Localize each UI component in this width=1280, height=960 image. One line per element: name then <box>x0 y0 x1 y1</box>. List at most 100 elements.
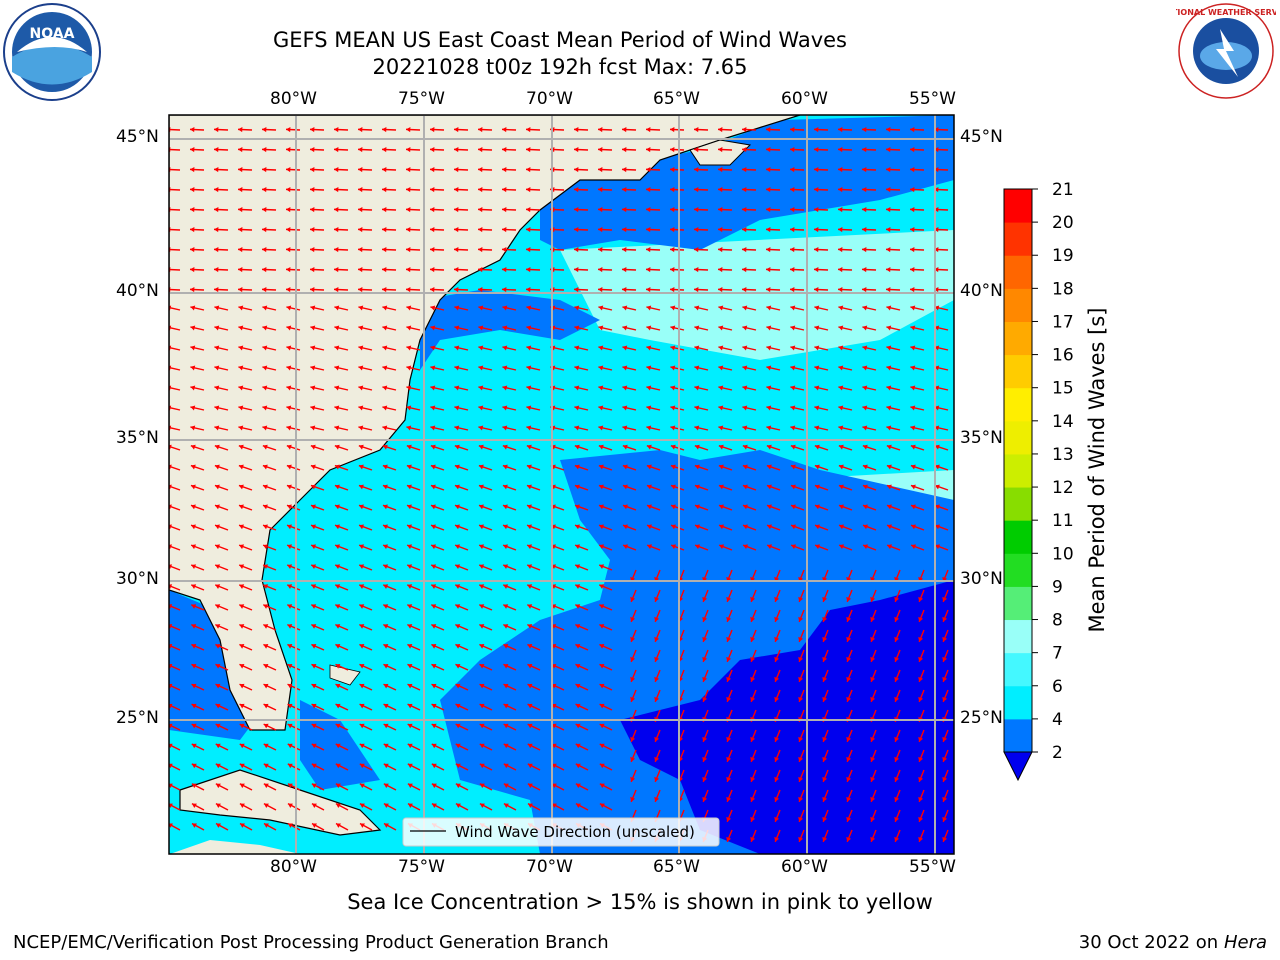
wave-direction-arrowhead <box>694 247 699 253</box>
lon-label-bottom: 80°W <box>270 857 317 877</box>
wave-direction-arrowhead <box>886 345 892 351</box>
wave-direction-arrowhead <box>798 636 804 642</box>
wave-direction-arrowhead <box>287 564 293 570</box>
colorbar: 2 4 6 7 8 9 10 11 12 13 14 15 16 17 18 19 20 21 <box>1003 180 1074 782</box>
wave-direction-arrowhead <box>286 484 292 490</box>
wave-direction-arrowhead <box>503 604 509 609</box>
colorbar-tick-label: 2 <box>1052 743 1063 763</box>
wave-direction-arrowhead <box>169 783 173 789</box>
wave-direction-arrowhead <box>263 564 269 570</box>
wave-direction-arrowhead <box>214 167 219 173</box>
wave-direction-arrowhead <box>814 287 819 293</box>
wave-direction-arrowhead <box>886 267 891 273</box>
wave-direction-arrowhead <box>335 783 341 789</box>
wave-direction-arrowhead <box>502 267 507 273</box>
wave-direction-arrowhead <box>335 584 341 589</box>
wave-direction-arrowhead <box>574 127 579 133</box>
colorbar-tick-label: 8 <box>1052 611 1063 631</box>
wave-direction-arrowhead <box>790 305 796 311</box>
wave-direction-arrowhead <box>263 723 269 729</box>
wave-direction-arrowhead <box>478 385 484 391</box>
wave-direction-arrowhead <box>310 365 316 371</box>
wave-direction-arrowhead <box>215 584 221 589</box>
wave-direction-arrowhead <box>334 287 339 293</box>
wave-direction-arrowhead <box>814 345 820 351</box>
wave-direction-arrowhead <box>478 504 484 510</box>
lon-label-top: 60°W <box>781 89 828 109</box>
wave-direction-arrowhead <box>190 504 196 510</box>
wave-direction-arrowhead <box>431 544 437 550</box>
wave-direction-arrowhead <box>839 524 844 530</box>
wave-direction-arrowhead <box>407 723 413 729</box>
lat-label-left: 35°N <box>116 428 159 448</box>
wave-direction-arrowhead <box>750 756 756 762</box>
wave-direction-arrowhead <box>934 504 940 510</box>
wave-direction-arrowhead <box>478 187 483 193</box>
wave-direction-arrowhead <box>238 147 243 153</box>
wave-direction-arrowhead <box>238 207 243 213</box>
wave-direction-arrowhead <box>310 167 315 173</box>
footer-date: 30 Oct 2022 on Hera <box>1079 932 1267 953</box>
wave-direction-arrowhead <box>575 604 581 609</box>
wave-direction-arrowhead <box>190 167 195 173</box>
colorbar-segment <box>1004 288 1032 322</box>
wave-direction-arrowhead <box>942 696 948 702</box>
colorbar-segment <box>1004 354 1032 389</box>
wave-direction-arrowhead <box>934 127 939 133</box>
wave-direction-arrowhead <box>383 564 389 570</box>
wave-direction-arrowhead <box>286 227 291 233</box>
wave-direction-arrowhead <box>646 267 651 273</box>
wave-direction-arrowhead <box>358 425 364 431</box>
wave-direction-arrow <box>169 248 181 251</box>
wave-direction-arrowhead <box>478 464 484 470</box>
wave-direction-arrowhead <box>335 803 341 809</box>
wave-direction-arrowhead <box>430 227 435 233</box>
colorbar-segment <box>1004 520 1032 554</box>
wave-direction-arrowhead <box>886 287 891 293</box>
wave-direction-arrowhead <box>169 803 173 809</box>
wave-direction-arrowhead <box>190 325 196 331</box>
wave-direction-arrowhead <box>575 683 581 689</box>
wave-direction-arrowhead <box>310 345 316 351</box>
wave-direction-arrowhead <box>431 663 437 669</box>
footer-date-text: 30 Oct 2022 on <box>1078 932 1219 953</box>
wave-direction-arrowhead <box>503 723 509 729</box>
wave-direction-arrowhead <box>478 227 483 233</box>
wave-direction-arrowhead <box>263 524 268 530</box>
wave-direction-arrowhead <box>358 504 364 510</box>
wave-direction-arrowhead <box>742 504 748 510</box>
wave-direction-arrowhead <box>598 207 603 213</box>
wave-direction-arrowhead <box>527 723 533 729</box>
wave-direction-arrowhead <box>335 604 341 609</box>
wave-direction-arrowhead <box>430 504 436 510</box>
wave-direction-arrowhead <box>766 287 771 293</box>
wave-direction-arrowhead <box>838 365 844 371</box>
wave-direction-arrowhead <box>262 247 267 253</box>
wave-direction-arrowhead <box>358 305 364 311</box>
wave-direction-arrowhead <box>262 287 267 293</box>
wave-direction-arrow <box>169 268 181 271</box>
wave-direction-arrowhead <box>599 803 605 809</box>
wave-direction-arrowhead <box>894 636 900 642</box>
wave-direction-arrowhead <box>238 464 244 470</box>
wave-direction-arrowhead <box>191 644 197 649</box>
wave-direction-arrowhead <box>622 127 627 133</box>
wave-direction-arrowhead <box>262 267 267 273</box>
wave-direction-arrowhead <box>790 227 795 233</box>
wave-direction-arrowhead <box>790 207 795 213</box>
wave-direction-arrowhead <box>311 644 317 649</box>
wave-direction-arrowhead <box>239 524 244 530</box>
wave-direction-arrowhead <box>694 504 700 510</box>
wave-direction-arrowhead <box>654 776 660 782</box>
wave-direction-arrowhead <box>814 425 820 431</box>
wave-direction-arrowhead <box>169 287 171 293</box>
wave-direction-arrowhead <box>694 425 700 431</box>
wave-direction-arrowhead <box>430 267 435 273</box>
wave-direction-arrowhead <box>238 365 244 371</box>
wave-direction-arrowhead <box>526 147 531 153</box>
wave-direction-arrowhead <box>646 167 651 173</box>
wave-direction-arrowhead <box>910 405 916 411</box>
wave-direction-arrowhead <box>894 816 900 822</box>
wave-direction-arrowhead <box>670 167 675 173</box>
wave-direction-arrowhead <box>238 167 243 173</box>
